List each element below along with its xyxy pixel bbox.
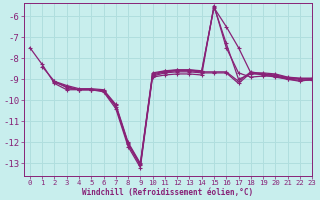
- X-axis label: Windchill (Refroidissement éolien,°C): Windchill (Refroidissement éolien,°C): [82, 188, 253, 197]
